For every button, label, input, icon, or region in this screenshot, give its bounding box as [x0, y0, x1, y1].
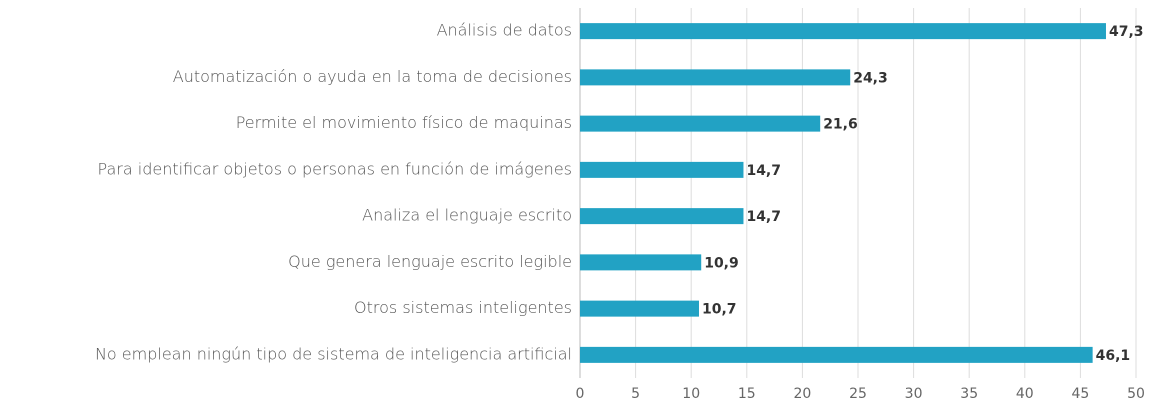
value-label: 21,6: [823, 117, 858, 133]
x-tick-label: 0: [576, 386, 585, 402]
value-label: 14,7: [746, 209, 781, 225]
y-tick-label: Analiza el lenguaje escrito: [362, 206, 572, 225]
y-tick-label: Permite el movimiento físico de maquinas: [236, 113, 572, 132]
bar: [580, 208, 744, 225]
bar: [580, 115, 821, 132]
y-tick-label: No emplean ningún tipo de sistema de int…: [95, 344, 572, 363]
bar: [580, 69, 851, 86]
x-tick-label: 10: [682, 386, 700, 402]
value-label: 10,9: [704, 255, 739, 271]
x-tick-label: 35: [960, 386, 978, 402]
x-tick-label: 20: [793, 386, 811, 402]
bar: [580, 300, 699, 317]
x-tick-label: 15: [738, 386, 756, 402]
y-tick-label: Análisis de datos: [437, 21, 572, 40]
x-tick-label: 45: [1071, 386, 1089, 402]
value-label: 24,3: [853, 70, 888, 86]
y-tick-label: Para identificar objetos o personas en f…: [98, 159, 572, 178]
y-tick-label: Que genera lenguaje escrito legible: [288, 252, 572, 271]
bar: [580, 254, 702, 271]
value-label: 10,7: [702, 302, 737, 318]
value-label: 47,3: [1109, 24, 1144, 40]
x-tick-label: 30: [905, 386, 923, 402]
bar: [580, 161, 744, 178]
x-tick-label: 40: [1016, 386, 1034, 402]
bar: [580, 346, 1093, 363]
bar: [580, 23, 1106, 40]
y-tick-label: Automatización o ayuda en la toma de dec…: [173, 67, 572, 86]
x-tick-label: 50: [1127, 386, 1145, 402]
y-tick-label: Otros sistemas inteligentes: [354, 298, 572, 317]
value-label: 14,7: [746, 163, 781, 179]
value-label: 46,1: [1096, 348, 1131, 364]
x-tick-label: 5: [631, 386, 640, 402]
x-tick-label: 25: [849, 386, 867, 402]
